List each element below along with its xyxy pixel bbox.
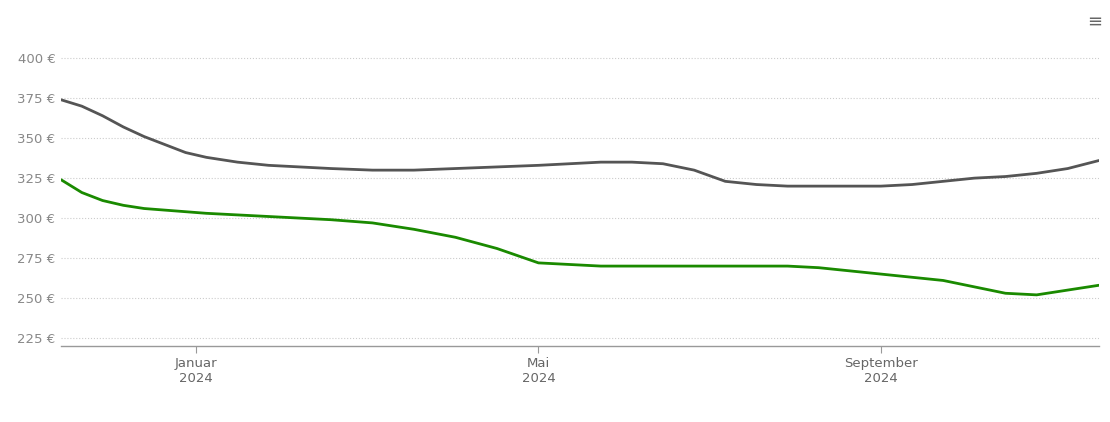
Text: ≡: ≡ [1087,13,1102,31]
